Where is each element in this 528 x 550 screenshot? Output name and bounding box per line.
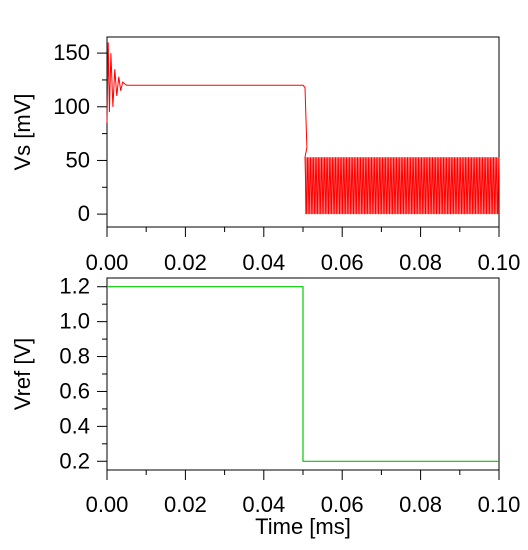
- x-tick-label: 0.10: [478, 492, 521, 517]
- y-axis-title: Vref [V]: [10, 338, 35, 411]
- plot-vs: 0.00 0.02 0.04 0.06 0.08 0.10 0 50 100 150 Vs [mV]: [10, 36, 521, 275]
- x-tick-label: 0.08: [399, 250, 442, 275]
- plot-vref: 0.00 0.02 0.04 0.06 0.08 0.10 0.2 0.4 0.6 0.8 1.0 1…: [10, 274, 520, 539]
- y-tick-label: 1.2: [59, 274, 90, 299]
- x-tick-label: 0.00: [86, 492, 129, 517]
- x-tick-label: 0.02: [164, 250, 207, 275]
- y-tick-label: 100: [53, 94, 90, 119]
- y-axis-title: Vs [mV]: [10, 93, 35, 170]
- x-tick-label: 0.08: [399, 492, 442, 517]
- y-tick-label: 0.8: [59, 344, 90, 369]
- x-tick-label: 0.00: [86, 250, 129, 275]
- y-tick-label: 0: [78, 201, 90, 226]
- series-line: [107, 286, 499, 462]
- x-tick-label: 0.10: [478, 250, 521, 275]
- x-tick-label: 0.04: [242, 250, 285, 275]
- y-tick-label: 0.4: [59, 413, 90, 438]
- y-tick-label: 50: [66, 147, 90, 172]
- y-tick-label: 0.6: [59, 378, 90, 403]
- x-axis-title: Time [ms]: [255, 514, 351, 539]
- x-tick-label: 0.02: [164, 492, 207, 517]
- x-tick-label: 0.06: [321, 492, 364, 517]
- series-oscillation-band: [304, 157, 499, 215]
- x-tick-label: 0.04: [242, 492, 285, 517]
- y-tick-label: 0.2: [59, 448, 90, 473]
- y-tick-label: 150: [53, 40, 90, 65]
- x-tick-label: 0.06: [321, 250, 364, 275]
- y-tick-label: 1.0: [59, 309, 90, 334]
